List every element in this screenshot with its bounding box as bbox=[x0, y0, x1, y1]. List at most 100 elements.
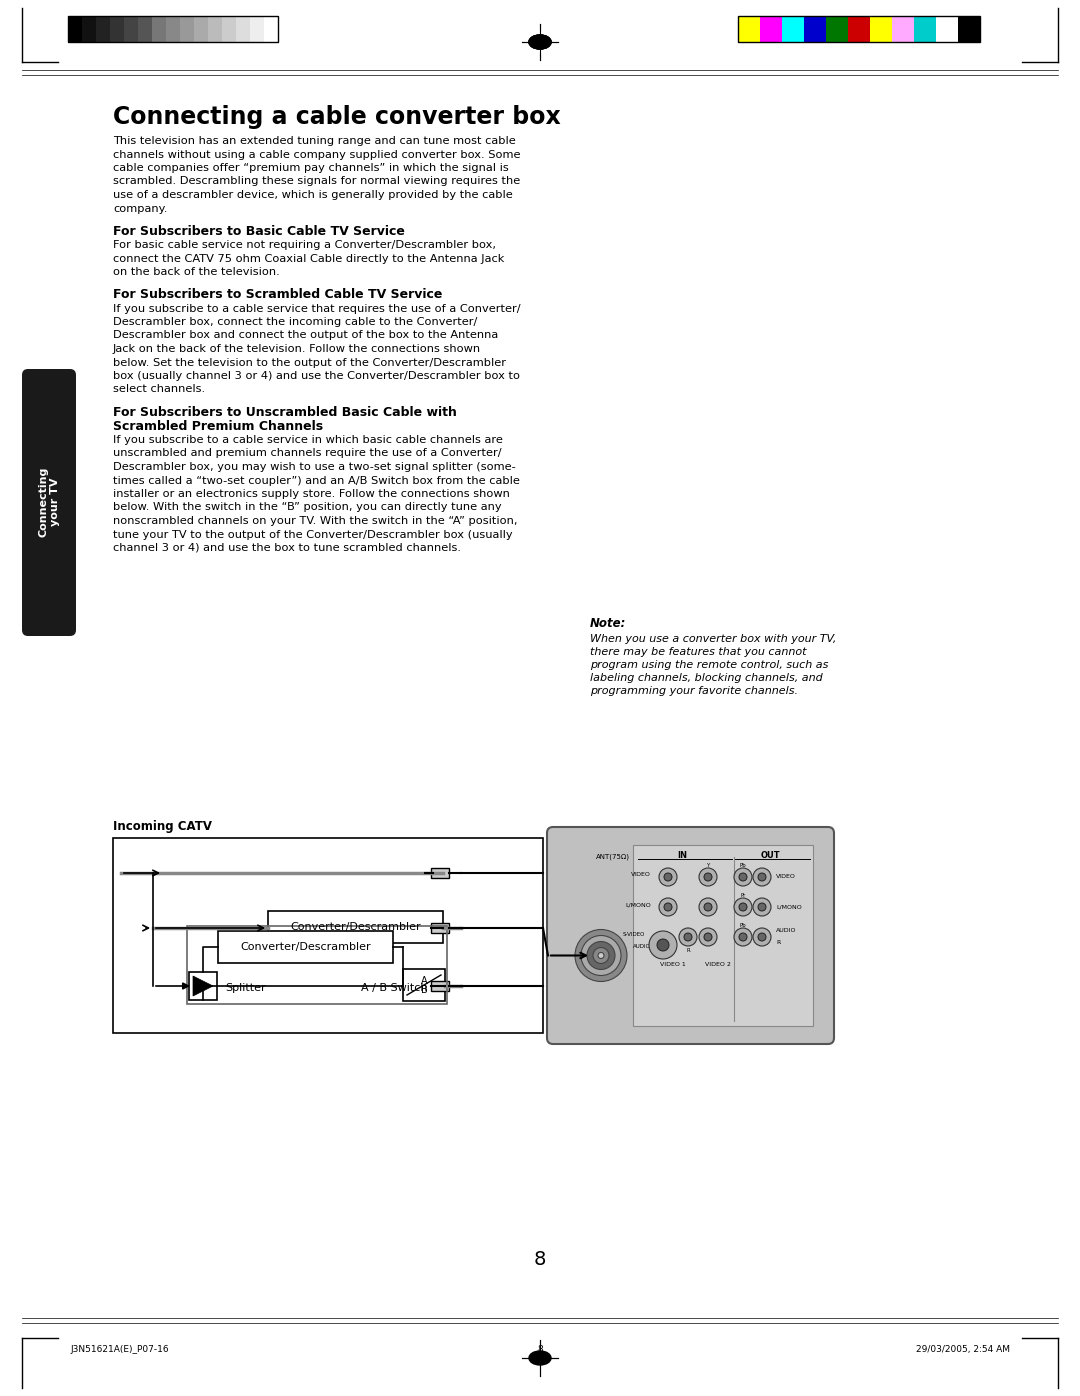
Bar bbox=[958, 15, 980, 42]
Text: use of a descrambler device, which is generally provided by the cable: use of a descrambler device, which is ge… bbox=[113, 190, 513, 200]
Text: OUT: OUT bbox=[760, 852, 780, 860]
Text: If you subscribe to a cable service in which basic cable channels are: If you subscribe to a cable service in w… bbox=[113, 436, 503, 445]
Bar bbox=[68, 15, 82, 42]
Text: VIDEO 1: VIDEO 1 bbox=[660, 962, 686, 967]
Bar bbox=[189, 972, 217, 1000]
Circle shape bbox=[739, 903, 747, 912]
Bar bbox=[848, 15, 870, 42]
Text: IN: IN bbox=[677, 852, 688, 860]
Circle shape bbox=[699, 898, 717, 916]
Text: Scrambled Premium Channels: Scrambled Premium Channels bbox=[113, 420, 323, 433]
Bar bbox=[870, 15, 892, 42]
Text: Incoming CATV: Incoming CATV bbox=[113, 819, 212, 833]
Text: nonscrambled channels on your TV. With the switch in the “A” position,: nonscrambled channels on your TV. With t… bbox=[113, 517, 517, 526]
FancyBboxPatch shape bbox=[22, 369, 76, 637]
Circle shape bbox=[581, 935, 621, 976]
Text: below. With the switch in the “B” position, you can directly tune any: below. With the switch in the “B” positi… bbox=[113, 503, 501, 512]
Text: cable companies offer “premium pay channels” in which the signal is: cable companies offer “premium pay chann… bbox=[113, 163, 509, 173]
Text: Jack on the back of the television. Follow the connections shown: Jack on the back of the television. Foll… bbox=[113, 343, 481, 355]
Circle shape bbox=[753, 928, 771, 946]
Ellipse shape bbox=[529, 35, 551, 49]
Text: unscrambled and premium channels require the use of a Converter/: unscrambled and premium channels require… bbox=[113, 448, 501, 458]
Bar bbox=[237, 15, 249, 42]
Bar bbox=[96, 15, 110, 42]
Text: For Subscribers to Scrambled Cable TV Service: For Subscribers to Scrambled Cable TV Se… bbox=[113, 289, 443, 302]
FancyBboxPatch shape bbox=[546, 826, 834, 1044]
Text: box (usually channel 3 or 4) and use the Converter/Descrambler box to: box (usually channel 3 or 4) and use the… bbox=[113, 371, 519, 381]
Text: 29/03/2005, 2:54 AM: 29/03/2005, 2:54 AM bbox=[916, 1344, 1010, 1354]
Text: below. Set the television to the output of the Converter/Descrambler: below. Set the television to the output … bbox=[113, 357, 507, 367]
Bar bbox=[431, 868, 449, 878]
Circle shape bbox=[659, 898, 677, 916]
Circle shape bbox=[588, 941, 615, 969]
Text: tune your TV to the output of the Converter/Descrambler box (usually: tune your TV to the output of the Conver… bbox=[113, 529, 513, 539]
Bar bbox=[936, 15, 958, 42]
Text: select channels.: select channels. bbox=[113, 384, 205, 395]
Bar bbox=[782, 15, 804, 42]
Circle shape bbox=[598, 952, 604, 959]
Bar bbox=[187, 926, 447, 1004]
Text: This television has an extended tuning range and can tune most cable: This television has an extended tuning r… bbox=[113, 135, 516, 147]
Text: Connecting
your TV: Connecting your TV bbox=[38, 466, 59, 537]
Circle shape bbox=[739, 872, 747, 881]
Circle shape bbox=[734, 868, 752, 886]
Ellipse shape bbox=[529, 35, 551, 49]
Bar bbox=[264, 15, 278, 42]
Circle shape bbox=[657, 940, 669, 951]
Text: on the back of the television.: on the back of the television. bbox=[113, 267, 280, 276]
Bar bbox=[633, 845, 813, 1026]
Text: AUDIO: AUDIO bbox=[633, 945, 651, 949]
Polygon shape bbox=[193, 976, 213, 995]
Text: A: A bbox=[421, 976, 428, 986]
Bar bbox=[68, 15, 278, 42]
Text: A / B Switch: A / B Switch bbox=[361, 983, 428, 993]
Bar bbox=[222, 15, 237, 42]
Text: Y: Y bbox=[706, 863, 710, 868]
Circle shape bbox=[664, 903, 672, 912]
Bar bbox=[138, 15, 152, 42]
Circle shape bbox=[575, 930, 627, 981]
Text: times called a “two-set coupler”) and an A/B Switch box from the cable: times called a “two-set coupler”) and an… bbox=[113, 476, 519, 486]
Circle shape bbox=[753, 898, 771, 916]
Text: R: R bbox=[686, 948, 690, 953]
Text: For basic cable service not requiring a Converter/Descrambler box,: For basic cable service not requiring a … bbox=[113, 240, 496, 250]
Circle shape bbox=[758, 933, 766, 941]
Bar bbox=[431, 923, 449, 933]
Text: R: R bbox=[777, 941, 780, 945]
Circle shape bbox=[529, 31, 551, 53]
Bar bbox=[166, 15, 180, 42]
Text: Descrambler box, you may wish to use a two-set signal splitter (some-: Descrambler box, you may wish to use a t… bbox=[113, 462, 516, 472]
Bar bbox=[110, 15, 124, 42]
Text: Converter/Descrambler: Converter/Descrambler bbox=[240, 942, 370, 952]
Text: 8: 8 bbox=[534, 1249, 546, 1269]
Ellipse shape bbox=[529, 1351, 551, 1365]
Text: B: B bbox=[420, 986, 428, 995]
Circle shape bbox=[593, 948, 609, 963]
Text: Pb: Pb bbox=[740, 863, 746, 868]
Text: J3N51621A(E)_P07-16: J3N51621A(E)_P07-16 bbox=[70, 1344, 168, 1354]
Circle shape bbox=[758, 903, 766, 912]
Text: scrambled. Descrambling these signals for normal viewing requires the: scrambled. Descrambling these signals fo… bbox=[113, 176, 521, 187]
Bar bbox=[892, 15, 914, 42]
Text: there may be features that you cannot: there may be features that you cannot bbox=[590, 646, 807, 658]
Text: VIDEO: VIDEO bbox=[777, 874, 796, 879]
Text: When you use a converter box with your TV,: When you use a converter box with your T… bbox=[590, 634, 836, 644]
Circle shape bbox=[734, 898, 752, 916]
Text: Converter/Descrambler: Converter/Descrambler bbox=[291, 921, 421, 933]
Circle shape bbox=[664, 872, 672, 881]
Circle shape bbox=[739, 933, 747, 941]
Bar bbox=[804, 15, 826, 42]
Circle shape bbox=[734, 928, 752, 946]
Bar bbox=[826, 15, 848, 42]
Text: AUDIO: AUDIO bbox=[777, 928, 797, 934]
Text: Pr: Pr bbox=[740, 893, 745, 898]
Bar bbox=[403, 969, 445, 1001]
Circle shape bbox=[753, 868, 771, 886]
Text: 8: 8 bbox=[537, 1344, 543, 1354]
Bar bbox=[218, 931, 393, 963]
Circle shape bbox=[659, 868, 677, 886]
Text: ANT(75Ω): ANT(75Ω) bbox=[596, 853, 630, 860]
Text: installer or an electronics supply store. Follow the connections shown: installer or an electronics supply store… bbox=[113, 489, 510, 498]
Text: For Subscribers to Unscrambled Basic Cable with: For Subscribers to Unscrambled Basic Cab… bbox=[113, 406, 457, 419]
Bar bbox=[738, 15, 980, 42]
